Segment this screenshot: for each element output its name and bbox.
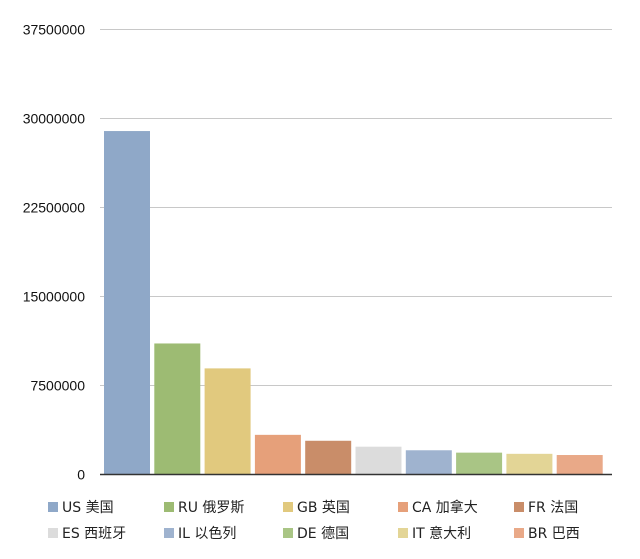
gridlines — [100, 29, 612, 386]
legend-item: IL 以色列 — [164, 525, 236, 542]
y-tick-label: 15000000 — [23, 289, 86, 305]
y-axis-tick-labels: 0 7500000 15000000 22500000 30000000 37500000 — [23, 22, 86, 483]
legend-swatch — [164, 502, 174, 512]
legend-label: ES 西班牙 — [62, 526, 126, 542]
legend-label: IL 以色列 — [178, 525, 236, 542]
bar — [506, 453, 553, 474]
bar — [556, 455, 603, 474]
bar — [355, 446, 402, 474]
legend-swatch — [398, 528, 408, 538]
legend-item: IT 意大利 — [398, 525, 471, 542]
legend-item: DE 德国 — [283, 526, 349, 542]
legend-label: DE 德国 — [297, 526, 349, 542]
legend-swatch — [48, 502, 58, 512]
legend-label: GB 英国 — [297, 499, 350, 516]
legend-label: US 美国 — [62, 500, 114, 516]
legend-label: RU 俄罗斯 — [178, 500, 244, 516]
legend-swatch — [514, 528, 524, 538]
legend-item: FR 法国 — [514, 500, 578, 516]
bar — [456, 452, 503, 474]
bar — [254, 434, 301, 474]
legend-item: RU 俄罗斯 — [164, 500, 244, 516]
legend: US 美国 RU 俄罗斯 GB 英国 CA 加拿大 FR 法国 ES 西班牙 IL 以色列 D… — [48, 499, 580, 542]
bar — [405, 450, 452, 474]
legend-swatch — [48, 528, 58, 538]
legend-label: BR 巴西 — [528, 526, 580, 542]
legend-swatch — [283, 502, 293, 512]
legend-item: GB 英国 — [283, 499, 350, 516]
bar — [305, 440, 352, 474]
bar — [154, 343, 201, 474]
legend-label: CA 加拿大 — [412, 499, 478, 516]
legend-swatch — [164, 528, 174, 538]
y-tick-label: 37500000 — [23, 22, 86, 38]
bar — [104, 131, 150, 474]
legend-item: US 美国 — [48, 500, 114, 516]
y-tick-label: 30000000 — [23, 111, 86, 127]
legend-item: CA 加拿大 — [398, 499, 478, 516]
legend-swatch — [283, 528, 293, 538]
y-tick-label: 0 — [77, 467, 85, 483]
y-tick-label: 22500000 — [23, 200, 86, 216]
bars — [104, 131, 603, 474]
legend-label: IT 意大利 — [412, 525, 471, 542]
legend-swatch — [398, 502, 408, 512]
legend-swatch — [514, 502, 524, 512]
legend-label: FR 法国 — [528, 500, 578, 516]
bar — [204, 368, 251, 474]
y-tick-label: 7500000 — [30, 378, 85, 394]
legend-item: ES 西班牙 — [48, 526, 126, 542]
legend-item: BR 巴西 — [514, 526, 580, 542]
